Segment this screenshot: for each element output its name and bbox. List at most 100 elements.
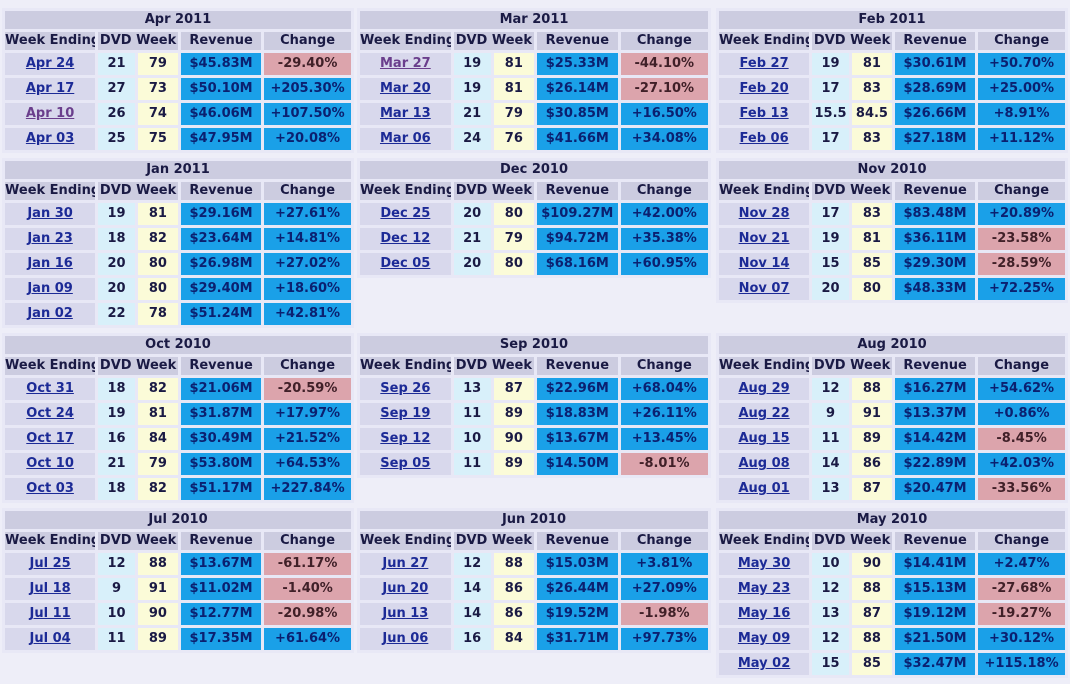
header-week-ending: Week Ending (719, 357, 810, 375)
week-link[interactable]: Aug 29 (738, 381, 790, 396)
revenue-cell: $11.02M (180, 578, 262, 600)
dvd-week-second: 81 (493, 78, 534, 100)
month-title: Apr 2011 (5, 11, 351, 29)
header-dvd-week: DVD Week (453, 182, 534, 200)
week-link[interactable]: May 23 (737, 581, 791, 596)
change-cell: -33.56% (978, 478, 1065, 500)
change-cell: +21.52% (264, 428, 351, 450)
week-link[interactable]: Mar 06 (379, 131, 431, 146)
dvd-week-first: 18 (98, 378, 135, 400)
dvd-week-second: 84.5 (851, 103, 892, 125)
dvd-week-second: 88 (851, 578, 892, 600)
week-link[interactable]: Dec 05 (380, 256, 431, 271)
dvd-week-second: 88 (137, 553, 178, 575)
header-change: Change (978, 532, 1065, 550)
week-link[interactable]: Apr 03 (25, 131, 75, 146)
week-link[interactable]: Jul 25 (29, 556, 71, 571)
week-link[interactable]: May 30 (737, 556, 791, 571)
week-link[interactable]: Jun 27 (382, 556, 429, 571)
change-cell: +13.45% (620, 428, 708, 450)
week-link[interactable]: Feb 27 (739, 56, 789, 71)
week-link[interactable]: Aug 22 (738, 406, 790, 421)
header-week-ending: Week Ending (5, 32, 96, 50)
table-row: Mar 20 19 81 $26.14M -27.10% (360, 78, 708, 100)
week-link[interactable]: Sep 12 (380, 431, 431, 446)
table-row: Apr 24 21 79 $45.83M -29.40% (5, 53, 351, 75)
week-link[interactable]: Mar 27 (379, 56, 431, 71)
dvd-week-first: 27 (98, 78, 135, 100)
week-link[interactable]: Sep 05 (380, 456, 431, 471)
week-link[interactable]: Sep 19 (380, 406, 431, 421)
week-link[interactable]: Apr 17 (25, 81, 75, 96)
week-link[interactable]: Aug 15 (738, 431, 790, 446)
change-cell: -23.58% (978, 228, 1065, 250)
week-link[interactable]: May 16 (737, 606, 791, 621)
week-link[interactable]: Jan 02 (27, 306, 73, 321)
week-link[interactable]: Mar 20 (379, 81, 431, 96)
week-link[interactable]: Oct 10 (26, 456, 74, 471)
table-row: Feb 27 19 81 $30.61M +50.70% (719, 53, 1065, 75)
dvd-week-second: 82 (137, 228, 178, 250)
change-cell: -44.10% (620, 53, 708, 75)
week-link[interactable]: Apr 24 (25, 56, 75, 71)
week-link[interactable]: Feb 20 (739, 81, 789, 96)
change-cell: +54.62% (978, 378, 1065, 400)
week-link[interactable]: Aug 01 (738, 481, 790, 496)
week-link[interactable]: Nov 07 (738, 281, 790, 296)
week-link[interactable]: Jan 23 (27, 231, 73, 246)
dvd-week-second: 88 (851, 378, 892, 400)
change-cell: +97.73% (620, 628, 708, 650)
week-link[interactable]: Jul 11 (29, 606, 71, 621)
dvd-week-first: 10 (812, 553, 849, 575)
table-row: Sep 26 13 87 $22.96M +68.04% (360, 378, 708, 400)
header-dvd-week: DVD Week (453, 357, 534, 375)
week-ending-cell: Jul 18 (5, 578, 96, 600)
week-ending-cell: Nov 14 (719, 253, 810, 275)
week-link[interactable]: Oct 24 (26, 406, 74, 421)
week-link[interactable]: Nov 28 (738, 206, 790, 221)
week-link[interactable]: Sep 26 (380, 381, 431, 396)
change-cell: +17.97% (264, 403, 351, 425)
week-link[interactable]: Oct 31 (26, 381, 74, 396)
month-panel: Feb 2011 Week Ending DVD Week Revenue Change… (716, 8, 1068, 153)
week-ending-cell: May 23 (719, 578, 810, 600)
week-link[interactable]: Dec 25 (380, 206, 431, 221)
week-link[interactable]: Jul 04 (29, 631, 71, 646)
week-link[interactable]: Jan 09 (27, 281, 73, 296)
week-ending-cell: Oct 03 (5, 478, 96, 500)
month-table: Apr 2011 Week Ending DVD Week Revenue Change… (2, 8, 354, 153)
week-link[interactable]: Feb 13 (739, 106, 789, 121)
week-ending-cell: Jan 30 (5, 203, 96, 225)
week-link[interactable]: Jul 18 (29, 581, 71, 596)
week-link[interactable]: Jun 13 (382, 606, 429, 621)
week-link[interactable]: Oct 03 (26, 481, 74, 496)
table-row: Jun 13 14 86 $19.52M -1.98% (360, 603, 708, 625)
week-link[interactable]: Dec 12 (380, 231, 431, 246)
week-link[interactable]: Jun 20 (382, 581, 429, 596)
week-link[interactable]: Jun 06 (382, 631, 429, 646)
dvd-week-first: 12 (812, 578, 849, 600)
table-row: Dec 12 21 79 $94.72M +35.38% (360, 228, 708, 250)
week-link[interactable]: Aug 08 (738, 456, 790, 471)
week-link[interactable]: Feb 06 (739, 131, 789, 146)
week-link[interactable]: Apr 10 (25, 106, 75, 121)
change-cell: -20.59% (264, 378, 351, 400)
week-link[interactable]: Nov 14 (738, 256, 790, 271)
header-revenue: Revenue (894, 182, 976, 200)
dvd-week-second: 81 (137, 403, 178, 425)
dvd-week-second: 79 (137, 53, 178, 75)
dvd-week-second: 79 (493, 103, 534, 125)
header-dvd-week: DVD Week (98, 532, 178, 550)
week-link[interactable]: Jan 30 (27, 206, 73, 221)
week-link[interactable]: Mar 13 (379, 106, 431, 121)
week-link[interactable]: Jan 16 (27, 256, 73, 271)
week-link[interactable]: May 02 (737, 656, 791, 671)
change-cell: +2.47% (978, 553, 1065, 575)
week-link[interactable]: Nov 21 (738, 231, 790, 246)
dvd-week-first: 25 (98, 128, 135, 150)
change-cell: +18.60% (264, 278, 351, 300)
week-link[interactable]: Oct 17 (26, 431, 74, 446)
dvd-week-second: 89 (851, 428, 892, 450)
month-title: Jun 2010 (360, 511, 708, 529)
week-link[interactable]: May 09 (737, 631, 791, 646)
